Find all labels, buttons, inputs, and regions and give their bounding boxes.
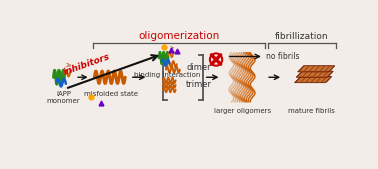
Text: oligomerization: oligomerization xyxy=(138,31,220,41)
Polygon shape xyxy=(296,71,333,77)
Text: dimer: dimer xyxy=(186,63,211,72)
Text: inhibitors: inhibitors xyxy=(62,52,111,77)
Text: no fibrils: no fibrils xyxy=(266,52,300,61)
Text: trimer: trimer xyxy=(186,80,212,89)
Text: IAPP
monomer: IAPP monomer xyxy=(47,91,81,104)
Text: 2e: 2e xyxy=(66,63,72,68)
Text: mature fibrils: mature fibrils xyxy=(288,108,335,114)
Text: misfolded state: misfolded state xyxy=(84,91,138,97)
Text: 2e: 2e xyxy=(170,46,175,50)
Polygon shape xyxy=(298,66,335,72)
Text: fibrillization: fibrillization xyxy=(275,32,329,41)
Text: binding interaction: binding interaction xyxy=(134,72,201,78)
Text: larger oligomers: larger oligomers xyxy=(214,108,271,114)
Polygon shape xyxy=(294,77,332,83)
